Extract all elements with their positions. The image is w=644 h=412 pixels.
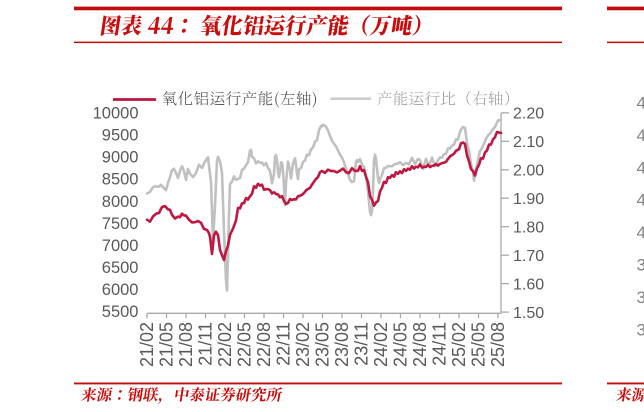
svg-text:24/02: 24/02 [371, 322, 391, 367]
svg-text:3600: 3600 [637, 288, 644, 307]
svg-text:22/08: 22/08 [254, 322, 274, 367]
svg-text:9000: 9000 [102, 149, 139, 167]
svg-text:22/02: 22/02 [215, 322, 235, 367]
svg-text:6500: 6500 [102, 259, 139, 277]
svg-text:23/11: 23/11 [352, 322, 372, 366]
svg-text:10000: 10000 [93, 105, 139, 123]
svg-text:1.90: 1.90 [513, 191, 544, 208]
svg-text:24/11: 24/11 [430, 322, 450, 366]
svg-text:23/05: 23/05 [313, 322, 333, 367]
svg-text:23/02: 23/02 [293, 322, 313, 367]
svg-text:25/05: 25/05 [469, 322, 489, 367]
svg-text:24/05: 24/05 [391, 322, 411, 367]
svg-text:2.20: 2.20 [513, 106, 544, 123]
svg-text:25/08: 25/08 [488, 322, 508, 367]
svg-text:1.50: 1.50 [513, 305, 544, 322]
svg-text:3800: 3800 [637, 256, 644, 275]
svg-text:4600: 4600 [637, 126, 644, 145]
svg-text:4800: 4800 [637, 94, 644, 113]
svg-text:4000: 4000 [637, 223, 644, 242]
svg-text:1.70: 1.70 [513, 248, 544, 265]
svg-text:1.80: 1.80 [513, 220, 544, 237]
svg-text:21/08: 21/08 [176, 322, 196, 367]
svg-text:2.00: 2.00 [513, 163, 544, 180]
svg-text:3400: 3400 [637, 320, 644, 339]
svg-text:9500: 9500 [102, 127, 139, 145]
svg-text:22/11: 22/11 [274, 322, 294, 366]
svg-text:7000: 7000 [102, 237, 139, 255]
svg-text:5500: 5500 [102, 303, 139, 321]
svg-text:4400: 4400 [637, 158, 644, 177]
svg-text:21/05: 21/05 [157, 322, 177, 367]
svg-text:21/02: 21/02 [137, 322, 157, 367]
svg-text:24/08: 24/08 [410, 322, 430, 367]
svg-text:8000: 8000 [102, 193, 139, 211]
svg-text:6000: 6000 [102, 281, 139, 299]
svg-text:1.60: 1.60 [513, 276, 544, 293]
svg-text:7500: 7500 [102, 215, 139, 233]
svg-text:8500: 8500 [102, 171, 139, 189]
svg-text:4200: 4200 [637, 191, 644, 210]
svg-text:22/05: 22/05 [235, 322, 255, 367]
svg-text:23/08: 23/08 [332, 322, 352, 367]
svg-text:2.10: 2.10 [513, 134, 544, 151]
svg-text:21/11: 21/11 [196, 322, 216, 366]
svg-text:25/02: 25/02 [449, 322, 469, 367]
